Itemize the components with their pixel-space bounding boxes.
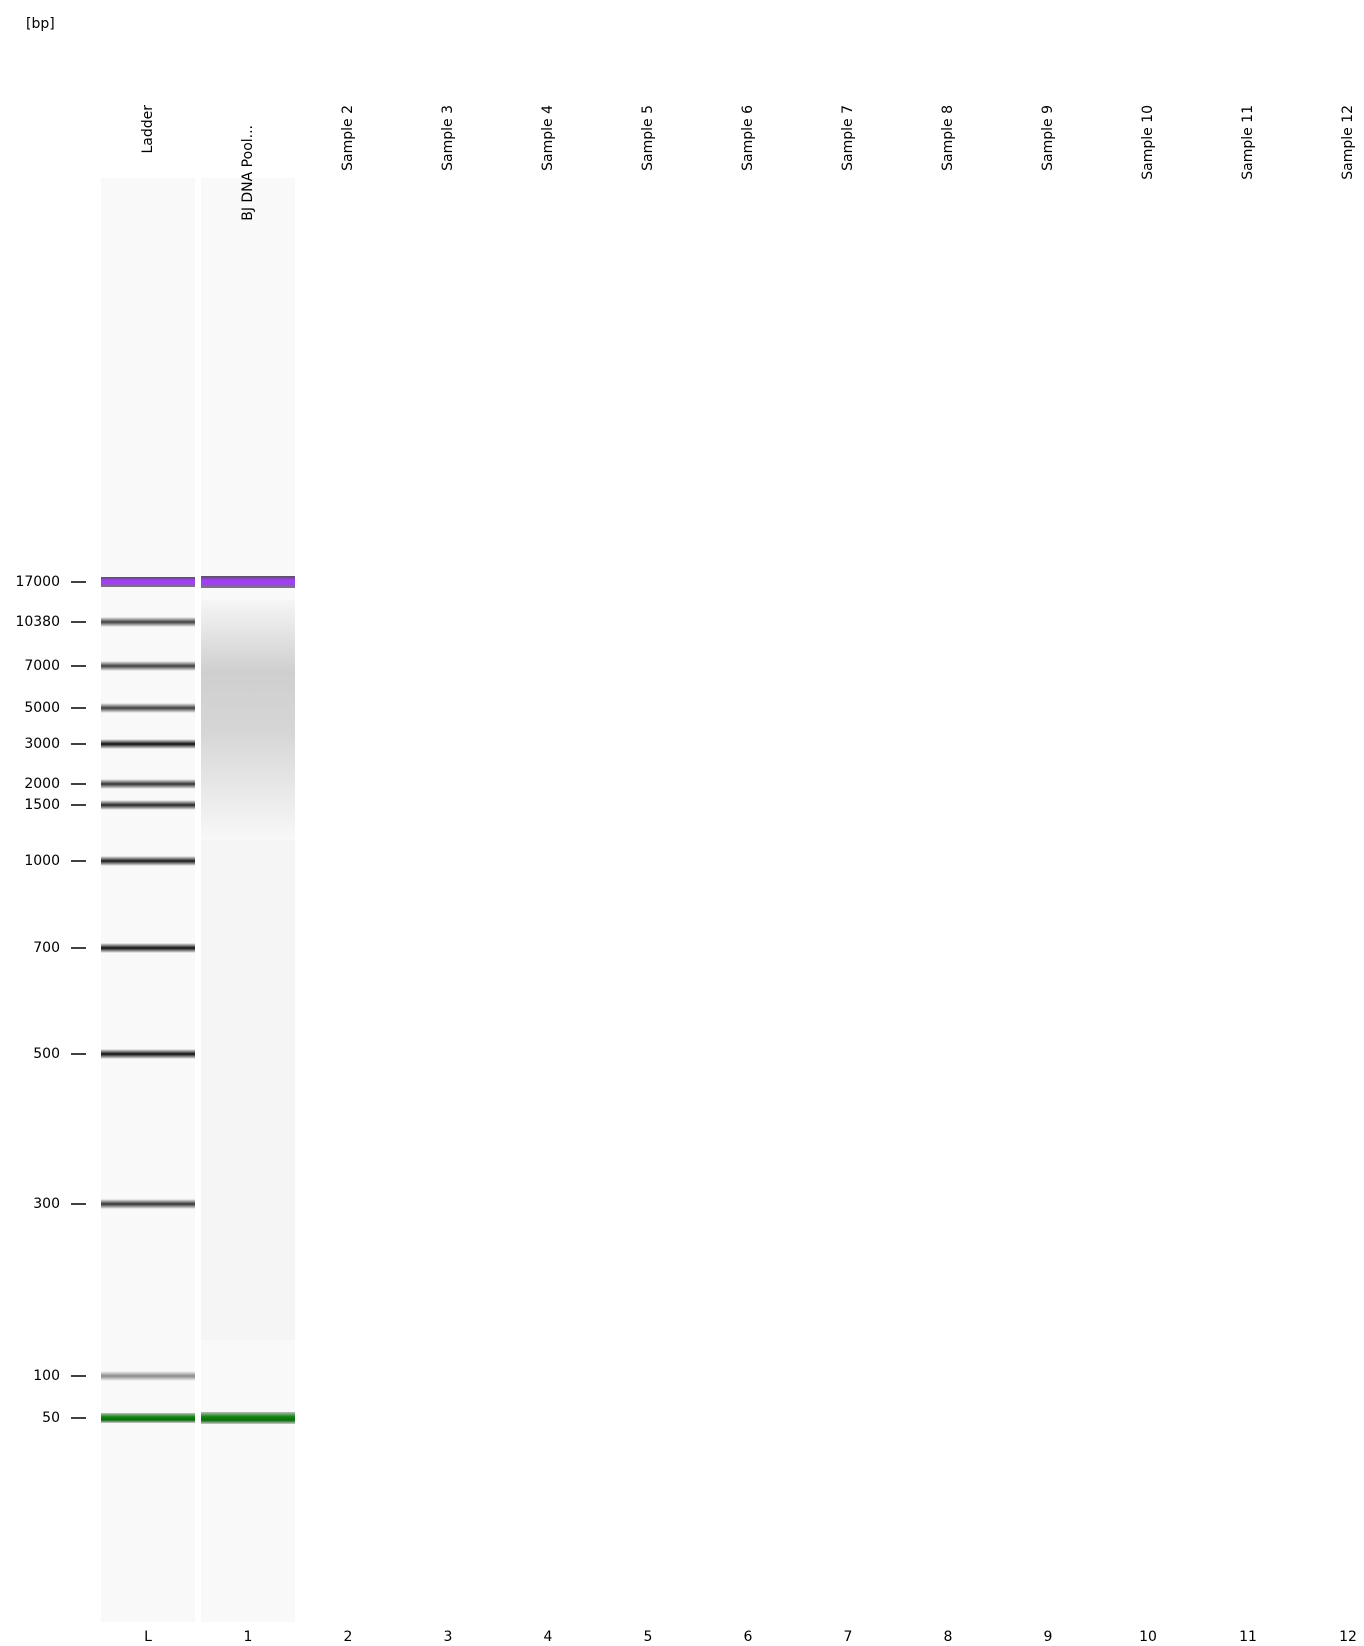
size-label: 1000: [24, 853, 60, 869]
lane-name: Sample 3: [440, 105, 456, 171]
lane-id: 11: [1239, 1629, 1257, 1645]
lane-id: 2: [344, 1629, 353, 1645]
sample-marker-band: [201, 576, 295, 588]
lane-id: 6: [744, 1629, 753, 1645]
lane-name: Sample 9: [1040, 105, 1056, 171]
size-label: 1500: [24, 797, 60, 813]
lane-name: Sample 2: [340, 105, 356, 171]
lane-name: Sample 12: [1340, 105, 1356, 180]
lane-name: Sample 4: [540, 105, 556, 171]
lane-name: Ladder: [140, 105, 156, 154]
lane-name: Sample 5: [640, 105, 656, 171]
lane-background: [101, 178, 195, 1622]
lane-name: Sample 6: [740, 105, 756, 171]
lane-id: 12: [1339, 1629, 1357, 1645]
ladder-band: [101, 943, 195, 953]
ladder-band: [101, 800, 195, 810]
lane-name: Sample 10: [1140, 105, 1156, 180]
sample-marker-band: [201, 1412, 295, 1424]
unit-label: [bp]: [26, 16, 55, 32]
size-label: 100: [33, 1368, 60, 1384]
lane-id: 10: [1139, 1629, 1157, 1645]
size-label: 500: [33, 1046, 60, 1062]
size-label: 700: [33, 940, 60, 956]
lane-name: Sample 8: [940, 105, 956, 171]
size-label: 5000: [24, 700, 60, 716]
lane-name: BJ DNA Pool...: [240, 125, 256, 221]
ladder-band: [101, 779, 195, 789]
ladder-band: [101, 661, 195, 671]
size-label: 10380: [15, 614, 60, 630]
smear-tail: [201, 840, 295, 1340]
lane-id: 9: [1044, 1629, 1053, 1645]
lane-id: 1: [244, 1629, 253, 1645]
ladder-band: [101, 1049, 195, 1059]
lane-id: 8: [944, 1629, 953, 1645]
lane-name: Sample 7: [840, 105, 856, 171]
ladder-band: [101, 1371, 195, 1381]
size-label: 7000: [24, 658, 60, 674]
lane-id: 3: [444, 1629, 453, 1645]
size-label: 17000: [15, 574, 60, 590]
size-label: 3000: [24, 736, 60, 752]
size-label: 50: [42, 1410, 60, 1426]
lane-id: L: [144, 1629, 152, 1645]
lane-id: 7: [844, 1629, 853, 1645]
ladder-band: [101, 617, 195, 627]
size-label: 2000: [24, 776, 60, 792]
lane-id: 4: [544, 1629, 553, 1645]
ladder-band: [101, 1199, 195, 1209]
size-label: 300: [33, 1196, 60, 1212]
lane-name: Sample 11: [1240, 105, 1256, 180]
ladder-band: [101, 856, 195, 866]
lane-id: 5: [644, 1629, 653, 1645]
smear: [201, 600, 295, 840]
ladder-band: [101, 1413, 195, 1423]
ladder-band: [101, 703, 195, 713]
ladder-band: [101, 739, 195, 749]
ladder-band: [101, 577, 195, 587]
